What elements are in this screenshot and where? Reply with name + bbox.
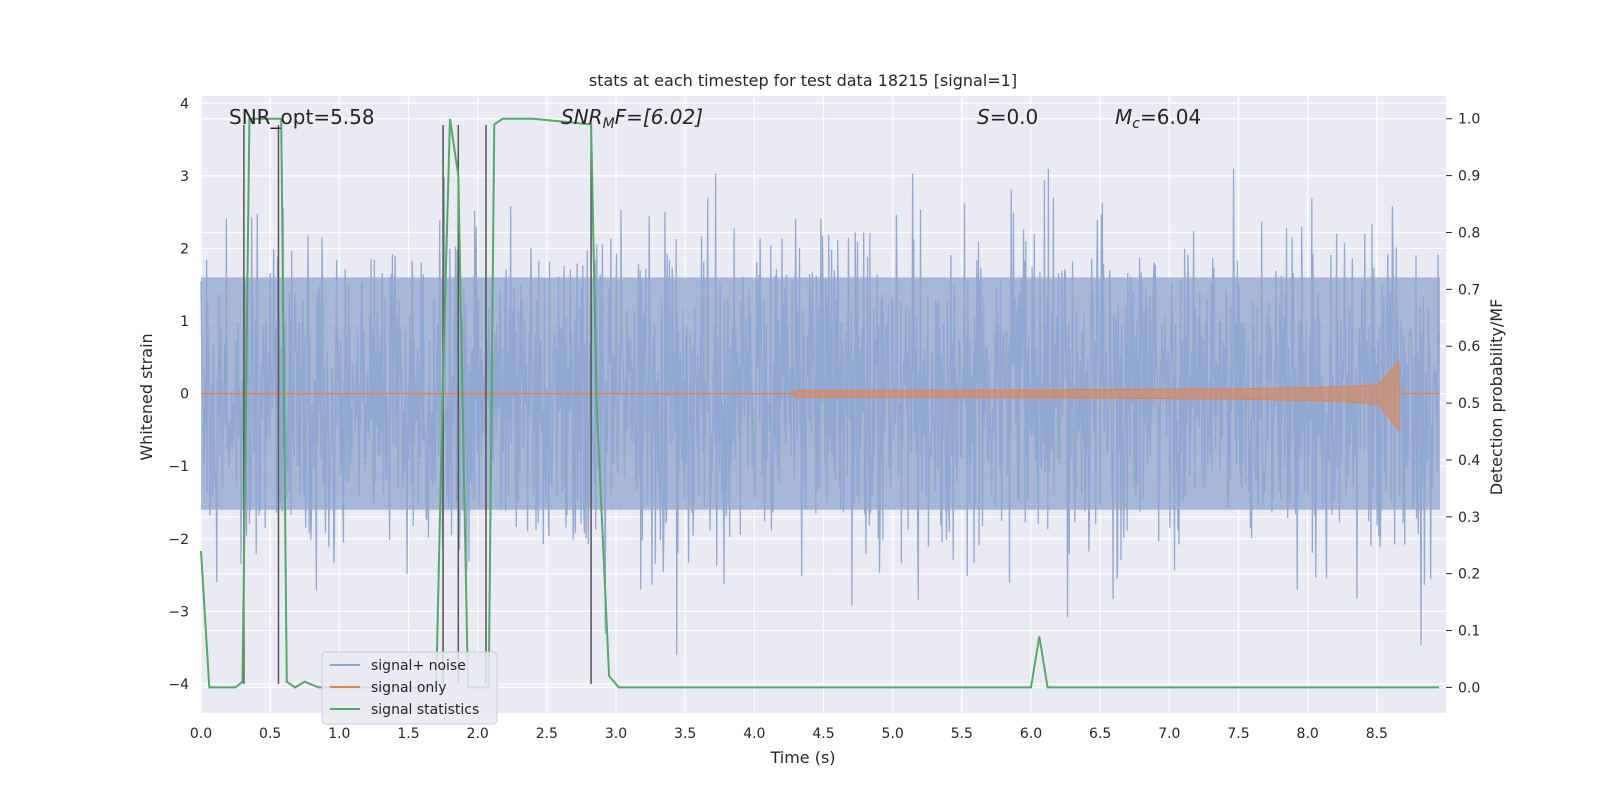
y2-tick-label: 0.8: [1458, 225, 1480, 241]
x-tick-label: 4.5: [812, 726, 834, 742]
x-tick-label: 2.0: [467, 726, 489, 742]
annotation-snr-opt: SNR_opt=5.58: [229, 105, 375, 129]
y2-tick-label: 0.3: [1458, 510, 1480, 526]
y2-tick-label: 0.6: [1458, 339, 1480, 355]
y2-tick-label: 1.0: [1458, 112, 1480, 128]
annotation-snr-mf-rest: F=[6.02]: [615, 105, 703, 129]
x-tick-label: 5.0: [882, 726, 904, 742]
legend-label-signal-noise: signal+ noise: [371, 658, 466, 674]
y-tick-label: 3: [180, 169, 189, 185]
chart-title: stats at each timestep for test data 182…: [589, 71, 1017, 90]
y-tick-label: −2: [168, 532, 189, 548]
y2-tick-label: 0.1: [1458, 624, 1480, 640]
y2-tick-label: 0.2: [1458, 567, 1480, 583]
x-tick-label: 3.0: [605, 726, 627, 742]
y2-tick-label: 0.9: [1458, 169, 1480, 185]
x-tick-label: 0.0: [190, 726, 212, 742]
x-tick-label: 8.5: [1366, 726, 1388, 742]
x-tick-label: 7.5: [1227, 726, 1249, 742]
x-tick-label: 7.0: [1158, 726, 1180, 742]
x-tick-label: 4.0: [743, 726, 765, 742]
y-tick-label: 1: [180, 314, 189, 330]
y-tick-label: −3: [168, 604, 189, 620]
x-tick-label: 1.5: [397, 726, 419, 742]
x-tick-label: 6.5: [1089, 726, 1111, 742]
x-tick-label: 8.0: [1297, 726, 1319, 742]
x-tick-label: 6.0: [1020, 726, 1042, 742]
y2-tick-label: 0.0: [1458, 680, 1480, 696]
y2-axis-label: Detection probability/MF: [1487, 299, 1506, 496]
annotation-snr-mf-sub: M: [603, 116, 615, 132]
annotation-snr-mf-name: SNR: [561, 105, 603, 129]
annotation-mc: Mc=6.04: [1115, 105, 1201, 132]
x-tick-label: 5.5: [951, 726, 973, 742]
x-tick-label: 2.5: [536, 726, 558, 742]
annotation-s-rest: =0.0: [990, 105, 1039, 129]
y-tick-label: 2: [180, 241, 189, 257]
annotation-snr-mf: SNRMF=[6.02]: [561, 105, 703, 132]
y2-tick-label: 0.4: [1458, 453, 1480, 469]
y2-axis-ticks: 1.0 0.9 0.8 0.7 0.6 0.5 0.4 0.3 0.2 0.1 0.0: [1446, 112, 1480, 696]
annotation-s-name: S: [977, 105, 990, 129]
legend: signal+ noise signal only signal statist…: [321, 651, 498, 725]
legend-label-signal-statistics: signal statistics: [371, 702, 479, 718]
x-tick-label: 3.5: [674, 726, 696, 742]
y-tick-label: 4: [180, 96, 189, 112]
annotation-mc-sub: c: [1132, 116, 1140, 132]
x-tick-label: 1.0: [328, 726, 350, 742]
x-tick-label: 0.5: [259, 726, 281, 742]
y-axis-label: Whitened strain: [137, 333, 156, 460]
y-tick-label: −1: [168, 459, 189, 475]
legend-frame: [321, 651, 498, 725]
y-axis-ticks: 4 3 2 1 0 −1 −2 −3 −4: [168, 96, 189, 693]
series-signal-only: [201, 359, 1440, 433]
x-axis-label: Time (s): [769, 748, 835, 767]
legend-label-signal-only: signal only: [371, 680, 446, 696]
annotation-s: S=0.0: [977, 105, 1038, 129]
annotation-mc-name: M: [1115, 105, 1132, 129]
y2-tick-label: 0.7: [1458, 282, 1480, 298]
annotation-mc-rest: =6.04: [1140, 105, 1201, 129]
y2-tick-label: 0.5: [1458, 396, 1480, 412]
y-tick-label: 0: [180, 387, 189, 403]
noise-trace: [200, 168, 1440, 655]
y-tick-label: −4: [168, 677, 189, 693]
x-axis-ticks: 0.0 0.5 1.0 1.5 2.0 2.5 3.0 3.5 4.0 4.5 5.0 5.5 6.0 6…: [190, 726, 1388, 742]
